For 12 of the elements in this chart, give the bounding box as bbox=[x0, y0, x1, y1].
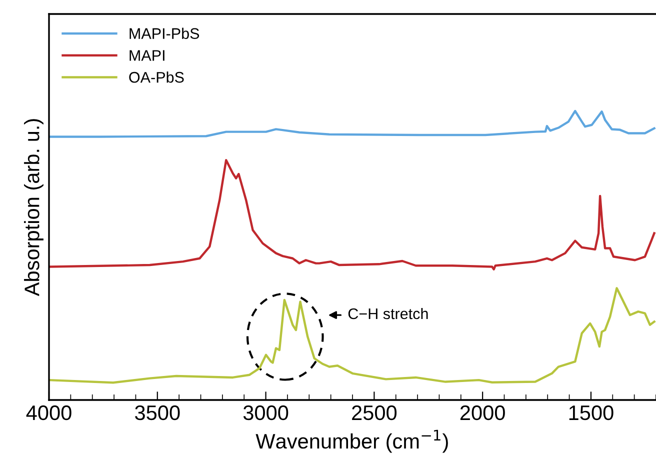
x-tick-label: 3000 bbox=[243, 405, 288, 420]
x-tick-label: 3500 bbox=[135, 405, 180, 420]
legend-label: OA-PbS bbox=[129, 72, 184, 83]
annotation: C−H stretch bbox=[348, 308, 428, 320]
x-axis-title: Wavenumber (cm$^{−1}$) bbox=[256, 430, 448, 453]
x-tick-label: 2000 bbox=[460, 405, 505, 420]
x-tick-label: 2500 bbox=[352, 405, 397, 420]
x-tick-label: 4000 bbox=[26, 405, 72, 420]
legend-label: MAPI bbox=[130, 50, 164, 61]
legend-label: MAPI-PbS bbox=[130, 28, 200, 39]
x-tick-label: 1500 bbox=[569, 405, 614, 420]
y-axis-title: Absorption (arb. u.) bbox=[24, 119, 44, 296]
